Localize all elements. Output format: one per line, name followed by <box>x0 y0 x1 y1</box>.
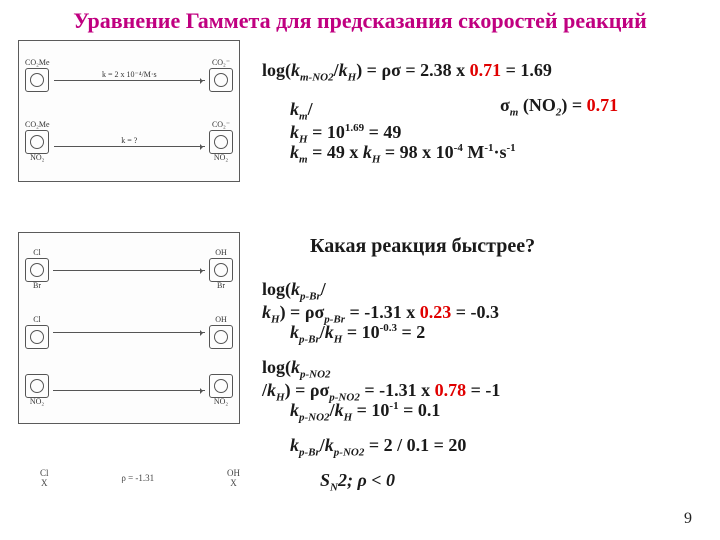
label: NO₂ <box>30 398 44 407</box>
eq-km-value: km = 49 x kH = 98 x 10-4 M-1·s-1 <box>290 142 516 166</box>
eq-ratio-final: kp-Br/kp-NO2 = 2 / 0.1 = 20 <box>290 435 466 459</box>
label: CO₂⁻ <box>212 121 230 130</box>
eq-log-kmno2: log(km-NO2/kH) = ρσ = 2.38 x 0.71 = 1.69 <box>262 60 552 84</box>
eq-log-kpno2: log(kp-NO2/kH) = ρσp-NO2 = -1.31 x 0.78 … <box>262 358 500 404</box>
eq-km-kh-ratio: km/kH = 101.69 = 49 <box>290 100 401 146</box>
arrow-icon <box>53 270 205 271</box>
question-text: Какая реакция быстрее? <box>310 235 535 258</box>
rate-label: ρ = -1.31 <box>121 473 154 483</box>
benzene-icon <box>25 325 49 349</box>
scheme-box-1: CO₂Me k = 2 x 10⁻⁴/M·s CO₂⁻ CO₂Me NO₂ <box>18 40 240 182</box>
label: OH <box>215 316 227 325</box>
slide-title: Уравнение Гаммета для предсказания скоро… <box>0 8 720 34</box>
label: OH <box>227 468 240 478</box>
eq-kpno2-ratio: kp-NO2/kH = 10-1 = 0.1 <box>290 400 440 424</box>
benzene-icon <box>209 130 233 154</box>
label: CO₂Me <box>25 121 50 130</box>
slide: Уравнение Гаммета для предсказания скоро… <box>0 0 720 540</box>
label: NO₂ <box>214 398 228 407</box>
label: Br <box>217 282 225 291</box>
label: X <box>230 478 237 488</box>
rate-label: k = ? <box>121 137 137 146</box>
benzene-icon <box>25 68 49 92</box>
arrow-icon <box>53 332 205 333</box>
benzene-icon <box>209 374 233 398</box>
label: OH <box>215 249 227 258</box>
label: X <box>41 478 48 488</box>
label: Cl <box>33 316 41 325</box>
eq-sigma-m: σm (NO2) = 0.71 <box>500 95 618 119</box>
label: CO₂Me <box>25 59 50 68</box>
rate-label: k = 2 x 10⁻⁴/M·s <box>102 71 157 80</box>
benzene-icon <box>25 374 49 398</box>
label: Cl <box>33 249 41 258</box>
benzene-icon <box>209 258 233 282</box>
eq-log-kpbr: log(kp-Br/kH) = ρσp-Br = -1.31 x 0.23 = … <box>262 280 499 326</box>
label: Br <box>33 282 41 291</box>
arrow-icon <box>53 390 205 391</box>
label: NO₂ <box>30 154 44 163</box>
scheme-3: Cl X ρ = -1.31 OH X <box>40 438 240 518</box>
page-number: 9 <box>684 510 692 528</box>
eq-sn2: SN2; ρ < 0 <box>320 470 395 494</box>
benzene-icon <box>209 68 233 92</box>
scheme-box-2: Cl Br OH Br Cl OH <box>18 232 240 424</box>
benzene-icon <box>25 130 49 154</box>
label: CO₂⁻ <box>212 59 230 68</box>
label: NO₂ <box>214 154 228 163</box>
benzene-icon <box>209 325 233 349</box>
arrow-icon <box>54 80 205 81</box>
benzene-icon <box>25 258 49 282</box>
arrow-icon <box>54 146 205 147</box>
eq-kpbr-ratio: kp-Br/kH = 10-0.3 = 2 <box>290 322 425 346</box>
label: Cl <box>40 468 49 478</box>
